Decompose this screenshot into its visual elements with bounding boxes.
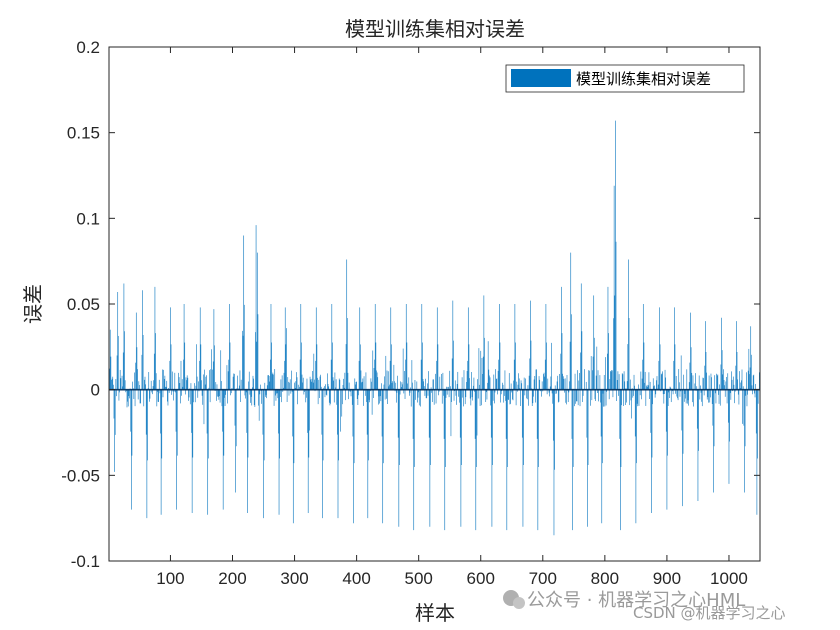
plot-area	[109, 47, 760, 561]
ticks-group: 100 200 300 400 500 600 700 800 900 1000 -0.1 -0.05…	[61, 38, 760, 588]
y-tick-label: 0.15	[67, 124, 100, 143]
x-tick-label: 200	[218, 569, 246, 588]
y-axis-label: 误差	[21, 284, 45, 324]
x-tick-label: 800	[591, 569, 619, 588]
y-tick-label: 0.1	[76, 209, 100, 228]
y-tick-label: 0.2	[76, 38, 100, 57]
x-tick-label: 700	[529, 569, 557, 588]
watermark-line2: CSDN @机器学习之心	[633, 604, 786, 622]
watermark: 公众号 · 机器学习之心HML CSDN @机器学习之心	[503, 590, 786, 622]
x-tick-label: 100	[156, 569, 184, 588]
x-tick-label: 900	[653, 569, 681, 588]
y-tick-label: 0.05	[67, 295, 100, 314]
y-tick-label: 0	[91, 381, 100, 400]
watermark-line1: 公众号 · 机器学习之心HML	[527, 590, 745, 611]
x-tick-label: 500	[404, 569, 432, 588]
x-tick-label: 600	[467, 569, 495, 588]
y-tick-label: -0.1	[71, 552, 100, 571]
bars-group	[108, 120, 761, 536]
wechat-logo-icon-bubble	[513, 597, 525, 609]
y-tick-label: -0.05	[61, 466, 100, 485]
x-tick-label: 300	[280, 569, 308, 588]
legend: 模型训练集相对误差	[505, 64, 745, 93]
legend-swatch	[511, 69, 571, 87]
legend-label: 模型训练集相对误差	[576, 70, 711, 88]
chart-title: 模型训练集相对误差	[345, 17, 525, 41]
x-tick-label: 1000	[710, 569, 748, 588]
x-tick-label: 400	[342, 569, 370, 588]
x-axis-label: 样本	[415, 601, 455, 625]
